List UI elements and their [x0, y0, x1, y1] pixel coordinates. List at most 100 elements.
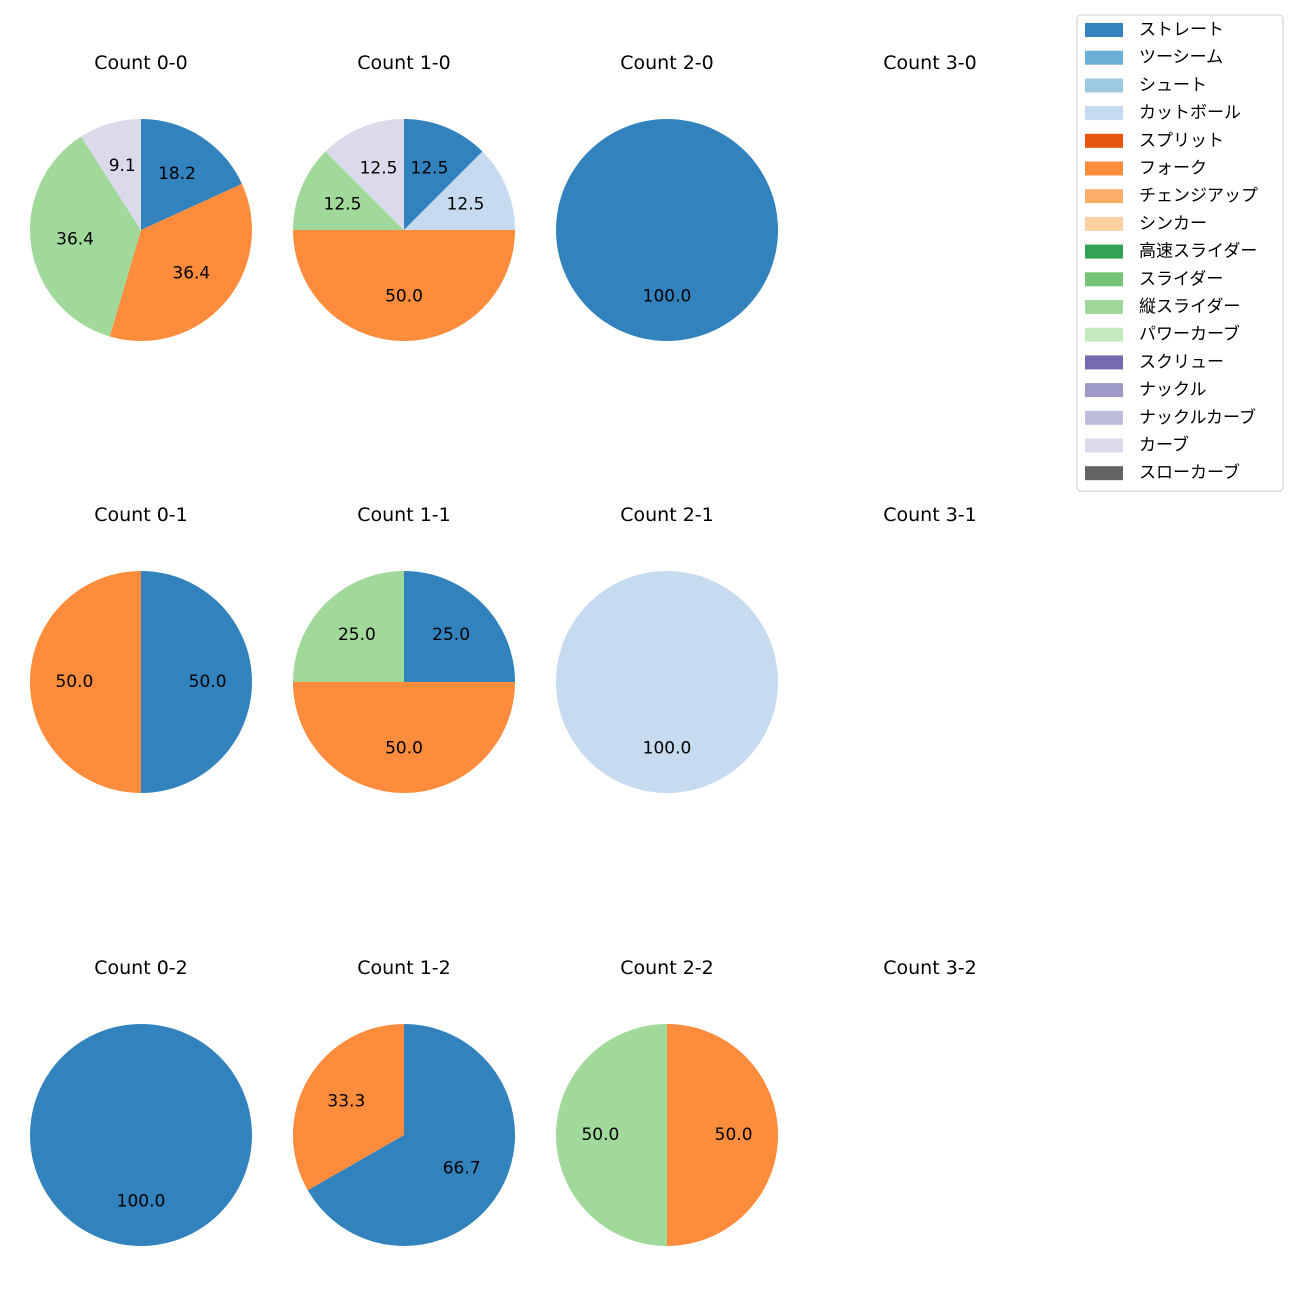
pie-slice: [293, 230, 515, 341]
legend-entry: 縦スライダー: [1085, 297, 1240, 317]
slice-label: 50.0: [385, 287, 423, 307]
slice-label: 50.0: [189, 672, 227, 692]
legend-label: スローカーブ: [1139, 462, 1240, 483]
pie-count-2-1: Count 2-1 100.0: [556, 504, 778, 793]
pie-slice: [667, 1024, 778, 1246]
pie-slice: [556, 119, 778, 341]
legend-entry: シンカー: [1085, 214, 1207, 234]
legend-label: ナックルカーブ: [1139, 407, 1256, 428]
slice-label: 12.5: [324, 195, 362, 215]
slice-label: 50.0: [715, 1125, 753, 1145]
legend-label: スクリュー: [1139, 352, 1224, 372]
pie-count-3-2: Count 3-2: [883, 957, 977, 979]
legend-swatch: [1085, 216, 1123, 231]
slice-label: 50.0: [581, 1125, 619, 1145]
legend-entry: スクリュー: [1085, 352, 1224, 372]
pie-slice: [30, 136, 141, 337]
legend-entry: チェンジアップ: [1085, 186, 1258, 206]
legend-label: ナックル: [1139, 380, 1207, 400]
pie-title: Count 3-1: [883, 504, 977, 526]
legend-label: 縦スライダー: [1139, 297, 1240, 317]
legend-entry: ストレート: [1085, 20, 1224, 40]
legend-swatch: [1085, 189, 1123, 204]
legend-swatch: [1085, 410, 1123, 425]
legend-label: スプリット: [1139, 131, 1224, 151]
pie-slice: [325, 119, 404, 230]
legend-swatch: [1085, 23, 1123, 37]
legend-label: ストレート: [1139, 20, 1224, 40]
slice-label: 12.5: [411, 158, 449, 178]
pie-count-1-1: Count 1-1 25.0 50.0 25.0: [293, 504, 515, 793]
pie-slice: [556, 1024, 667, 1246]
slice-label: 100.0: [643, 739, 692, 759]
pie-count-2-0: Count 2-0 100.0: [556, 52, 778, 341]
pie-count-1-2: Count 1-2 66.7 33.3: [293, 957, 516, 1246]
legend-swatch: [1085, 466, 1123, 481]
slice-label: 36.4: [172, 264, 210, 284]
slice-label: 25.0: [432, 625, 470, 645]
slice-label: 100.0: [117, 1192, 166, 1212]
legend-entry: スプリット: [1085, 131, 1224, 151]
legend-label: チェンジアップ: [1139, 186, 1258, 206]
legend-swatch: [1085, 272, 1123, 287]
pie-title: Count 1-2: [357, 957, 451, 979]
legend-swatch: [1085, 327, 1123, 342]
legend-label: フォーク: [1139, 159, 1207, 179]
pie-slice: [293, 682, 515, 793]
legend: ストレートツーシームシュートカットボールスプリットフォークチェンジアップシンカー…: [1076, 14, 1284, 492]
legend-swatch: [1085, 78, 1123, 93]
pie-slice: [141, 571, 252, 793]
legend-swatch: [1085, 161, 1123, 176]
slice-label: 50.0: [55, 672, 93, 692]
legend-label: シュート: [1139, 75, 1207, 95]
pie-slice: [30, 571, 141, 793]
legend-label: カーブ: [1139, 435, 1189, 456]
pie-slice: [141, 119, 242, 230]
legend-label: スライダー: [1139, 269, 1223, 289]
legend-entry: ツーシーム: [1085, 48, 1223, 68]
pie-title: Count 3-2: [883, 957, 977, 979]
pie-title: Count 1-1: [357, 504, 451, 526]
slice-label: 12.5: [360, 158, 398, 178]
slice-label: 36.4: [56, 229, 94, 249]
slice-label: 9.1: [109, 156, 136, 176]
slice-label: 18.2: [158, 164, 196, 184]
legend-entry: フォーク: [1085, 159, 1207, 179]
pie-slice: [293, 151, 404, 230]
pie-slice: [30, 1024, 252, 1246]
pie-slice: [307, 1024, 516, 1246]
slice-label: 33.3: [327, 1092, 365, 1112]
legend-entry: カットボール: [1085, 103, 1241, 123]
pie-count-1-0: Count 1-0 12.5 12.5 50.0 12.5 12.5: [293, 52, 515, 341]
pie-title: Count 3-0: [883, 52, 977, 74]
pie-title: Count 2-2: [620, 957, 714, 979]
legend-swatch: [1085, 438, 1123, 453]
pie-slice: [404, 119, 483, 230]
slice-label: 50.0: [385, 739, 423, 759]
pie-count-3-1: Count 3-1: [883, 504, 977, 526]
legend-swatch: [1085, 355, 1123, 370]
pie-slice: [80, 119, 141, 230]
legend-label: パワーカーブ: [1139, 324, 1240, 345]
pie-count-0-2: Count 0-2 100.0: [30, 957, 252, 1246]
legend-label: 高速スライダー: [1139, 242, 1257, 262]
pie-slice: [404, 571, 515, 682]
slice-label: 12.5: [447, 195, 485, 215]
legend-swatch: [1085, 133, 1123, 148]
legend-entry: カーブ: [1085, 435, 1189, 456]
legend-swatch: [1085, 383, 1123, 398]
legend-entry: スローカーブ: [1085, 462, 1240, 483]
legend-entry: シュート: [1085, 75, 1207, 95]
pie-slice: [404, 151, 515, 230]
pie-title: Count 0-0: [94, 52, 188, 74]
pie-count-2-2: Count 2-2 50.0 50.0: [556, 957, 778, 1246]
pie-slice: [293, 571, 404, 682]
legend-swatch: [1085, 244, 1123, 259]
pie-title: Count 2-1: [620, 504, 714, 526]
slice-label: 66.7: [443, 1158, 481, 1178]
pie-title: Count 1-0: [357, 52, 451, 74]
slice-label: 25.0: [338, 625, 376, 645]
legend-swatch: [1085, 106, 1123, 121]
legend-entry: ナックルカーブ: [1085, 407, 1256, 428]
